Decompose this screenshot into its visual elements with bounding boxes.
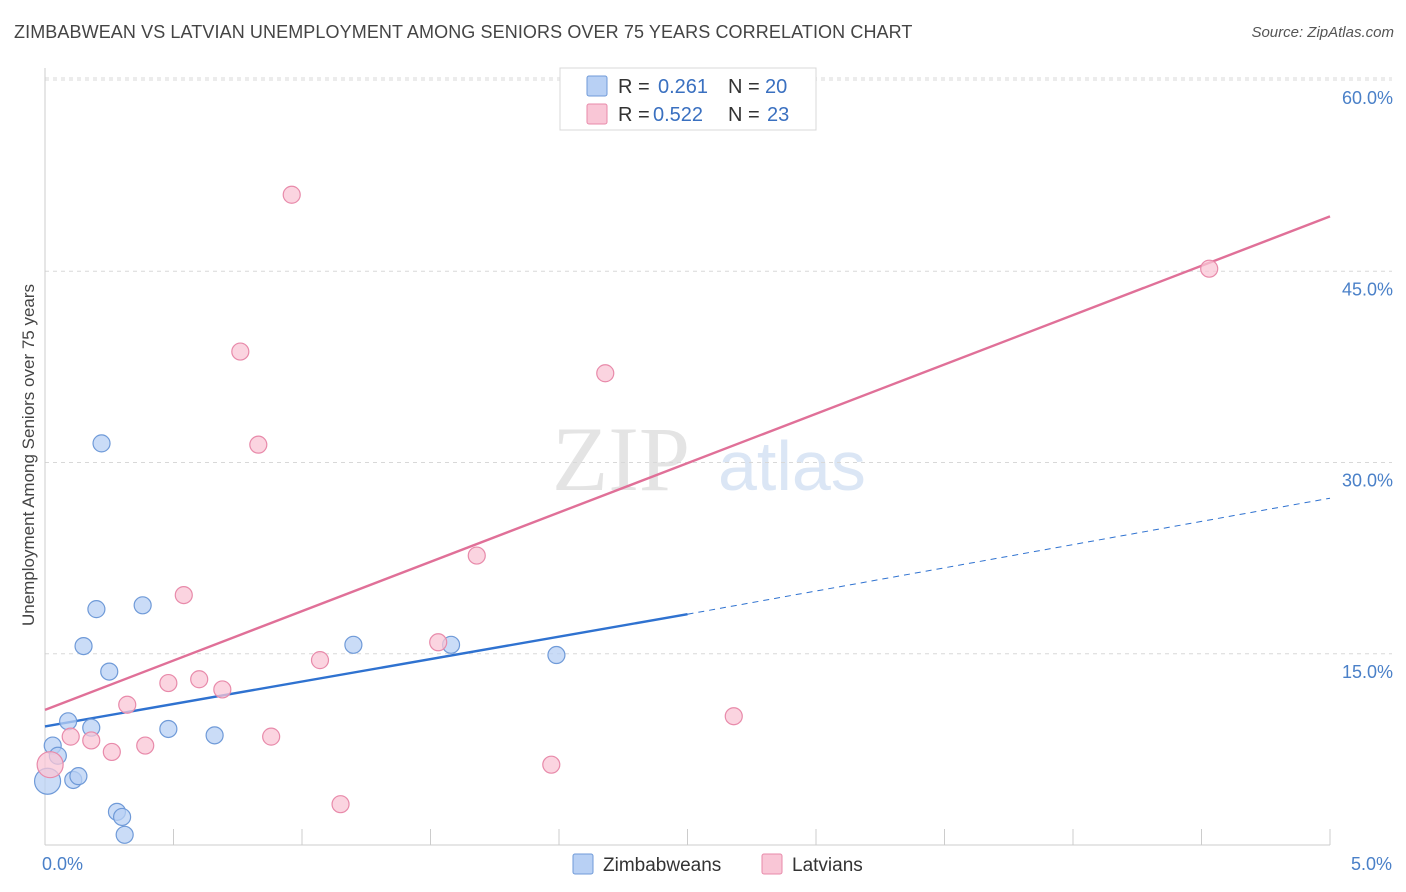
bottom-legend-zimbabweans: Zimbabweans [603,855,721,876]
bottom-legend-swatch-zimbabweans [572,853,594,875]
legend-swatch-latvians [586,103,608,125]
data-point-latvian-18 [542,755,561,774]
y-axis-label: Unemployment Among Seniors over 75 years [19,284,38,626]
data-point-latvian-14 [310,651,330,670]
data-point-latvian-11 [249,435,268,454]
legend-n-value-latvians: 23 [767,104,789,126]
bottom-legend-swatch-latvians [761,853,783,875]
series-legend: Zimbabweans Latvians [572,853,863,876]
data-point-latvian-12 [262,727,281,746]
data-point-zimbabwean-19 [547,645,566,665]
data-point-latvian-7 [174,585,193,605]
grid-lines [45,77,1392,655]
legend-r-label-latvians: R = [618,104,650,126]
data-point-latvian-3 [102,742,121,762]
data-point-zimbabwean-10 [100,662,119,681]
trend-line-latvians [44,215,1331,711]
x-tick-label-min: 0.0% [42,854,83,874]
data-point-latvian-20 [724,707,743,726]
legend-r-label-zimbabweans: R = [618,76,650,98]
trend-lines [44,215,1331,728]
correlation-legend: R = 0.261 N = 20 R = 0.522 N = 23 [559,67,817,131]
data-point-latvian-16 [429,633,448,652]
data-point-zimbabwean-15 [159,719,178,739]
watermark-zip: ZIP [552,408,690,510]
legend-r-value-zimbabweans: 0.261 [658,76,708,98]
trend-line-zimbabweans-extension [687,497,1331,615]
data-point-zimbabwean-13 [115,825,134,844]
data-point-latvian-10 [231,342,250,361]
trend-line-zimbabweans [44,613,688,728]
data-point-latvian-6 [159,673,178,693]
data-point-latvian-0 [36,751,64,779]
data-point-latvian-9 [213,680,232,699]
data-point-latvian-15 [331,795,350,814]
y-tick-label-60: 60.0% [1342,88,1393,108]
legend-n-label-latvians: N = [728,104,760,126]
legend-r-value-latvians: 0.522 [653,104,703,126]
y-tick-label-15: 15.0% [1342,662,1393,682]
data-point-latvian-4 [118,695,137,714]
source-label: Source: ZipAtlas.com [1251,24,1394,41]
bottom-legend-latvians: Latvians [792,855,863,876]
chart-title: ZIMBABWEAN VS LATVIAN UNEMPLOYMENT AMONG… [14,22,913,42]
data-point-latvian-17 [467,546,486,565]
y-tick-label-45: 45.0% [1342,279,1393,299]
legend-n-value-zimbabweans: 20 [765,76,787,98]
legend-n-label-zimbabweans: N = [728,76,760,98]
data-point-latvian-19 [596,364,615,383]
data-point-latvian-2 [82,731,101,750]
y-tick-label-30: 30.0% [1342,471,1393,491]
x-tick-label-max: 5.0% [1351,854,1392,874]
data-point-zimbabwean-17 [344,635,363,654]
data-point-zimbabwean-8 [87,600,106,619]
data-point-zimbabwean-12 [112,807,132,827]
data-point-latvian-8 [190,670,209,689]
data-point-zimbabwean-9 [92,434,111,453]
data-point-zimbabwean-3 [59,712,78,731]
data-point-zimbabwean-6 [74,636,93,656]
watermark-atlas: atlas [718,427,866,505]
data-point-zimbabwean-14 [133,596,152,615]
legend-swatch-zimbabweans [586,75,608,97]
data-point-latvian-13 [282,185,301,204]
y-tick-labels: 15.0% 30.0% 45.0% 60.0% [1342,88,1393,682]
data-point-latvian-21 [1200,259,1219,278]
data-point-latvian-1 [61,727,80,746]
data-point-zimbabwean-5 [69,767,88,786]
axes [44,68,1331,846]
data-point-latvian-5 [136,736,155,755]
data-points [33,185,1219,844]
data-point-zimbabwean-16 [205,726,224,745]
